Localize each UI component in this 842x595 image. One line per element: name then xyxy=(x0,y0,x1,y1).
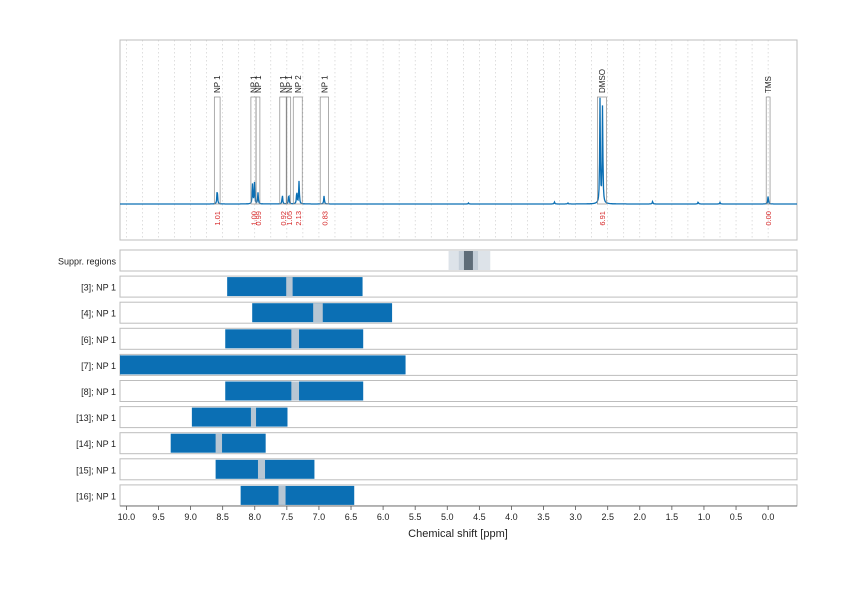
x-axis: 10.0 9.5 9.0 8.5 8.0 7.5 7.0 6.5 6.0 5.5 5.0 4.5 4.0… xyxy=(118,505,797,522)
x-tick-label: 9.0 xyxy=(184,512,197,522)
x-tick-label: 0.0 xyxy=(762,512,775,522)
peak-label: NP 1 xyxy=(279,75,288,93)
integral-label: 1.05 xyxy=(285,211,294,226)
peak-label: DMSO xyxy=(598,69,607,93)
series-label: [15]; NP 1 xyxy=(76,465,116,475)
integral-label: 0.99 xyxy=(254,211,263,226)
series-gap xyxy=(278,485,286,505)
integral-label: 0.00 xyxy=(764,211,773,226)
x-tick-label: 4.5 xyxy=(473,512,486,522)
x-tick-label: 7.0 xyxy=(313,512,326,522)
series-gap xyxy=(250,407,257,427)
spectrum-frame xyxy=(119,39,798,241)
peak-label: NP 1 xyxy=(249,75,258,93)
series-bar xyxy=(240,485,355,505)
x-tick-label: 0.5 xyxy=(730,512,743,522)
series-label: [7]; NP 1 xyxy=(81,361,116,371)
peak-label: NP 1 xyxy=(320,75,329,93)
integral-label: 6.91 xyxy=(598,211,607,226)
integral-label: 0.92 xyxy=(279,211,288,226)
peak-label: NP 1 xyxy=(213,75,222,93)
suppr-row-label: Suppr. regions xyxy=(58,257,117,267)
series-bar xyxy=(191,407,288,427)
x-tick-label: 8.0 xyxy=(249,512,262,522)
annotation-box xyxy=(255,96,261,205)
series-row-frame xyxy=(119,432,798,455)
x-tick-label: 1.0 xyxy=(698,512,711,522)
series-gap xyxy=(291,381,300,401)
x-tick-label: 2.0 xyxy=(634,512,647,522)
annotation-box xyxy=(597,96,607,205)
spectrum-panel: NP 1 1.01 NP 1 1.00 NP 1 0.99 NP 1 0.92 NP 1 1.05… xyxy=(119,39,798,241)
series-bar xyxy=(120,355,406,375)
x-tick-label: 1.5 xyxy=(666,512,679,522)
x-tick-label: 5.0 xyxy=(441,512,454,522)
series-row-frame xyxy=(119,406,798,429)
integral-label: 2.13 xyxy=(294,211,303,226)
annotation-box xyxy=(213,96,221,205)
vertical-grid xyxy=(126,40,769,240)
x-tick-label: 10.0 xyxy=(118,512,136,522)
peak-label: NP 1 xyxy=(254,75,263,93)
peak-label: NP 1 xyxy=(285,75,294,93)
annotation-box xyxy=(279,96,287,205)
series-gap xyxy=(257,459,266,479)
x-tick-label: 3.5 xyxy=(537,512,550,522)
x-tick-label: 8.5 xyxy=(216,512,229,522)
annotation-box xyxy=(292,96,303,205)
annotation-box xyxy=(765,96,771,205)
integral-label: 1.01 xyxy=(213,211,222,226)
series-label: [14]; NP 1 xyxy=(76,439,116,449)
peak-label: TMS xyxy=(764,76,773,93)
series-gap xyxy=(291,329,300,349)
series-row-frame xyxy=(119,380,798,402)
series-label: [13]; NP 1 xyxy=(76,413,116,423)
integral-label: 1.00 xyxy=(249,211,258,226)
series-row-frame xyxy=(119,301,798,324)
series-gap xyxy=(286,277,293,297)
series-label: [4]; NP 1 xyxy=(81,309,116,319)
series-bar xyxy=(227,277,363,297)
x-tick-label: 6.0 xyxy=(377,512,390,522)
region-rows: Suppr. regions [3]; NP 1 [4]; NP 1 [6]; NP … xyxy=(58,249,798,507)
series-row-frame xyxy=(119,484,798,507)
x-tick-label: 5.5 xyxy=(409,512,422,522)
series-label: [16]; NP 1 xyxy=(76,491,116,501)
x-tick-label: 4.0 xyxy=(505,512,518,522)
peak-label: NP 2 xyxy=(294,75,303,93)
annotation-box xyxy=(286,96,292,205)
series-gap xyxy=(313,303,323,323)
x-tick-label: 3.0 xyxy=(569,512,582,522)
integral-label: 0.83 xyxy=(320,211,329,226)
series-row-frame xyxy=(119,327,798,350)
spectrum-line xyxy=(120,97,797,205)
x-tick-label: 6.5 xyxy=(345,512,358,522)
series-gap xyxy=(215,433,223,453)
series-label: [3]; NP 1 xyxy=(81,283,116,293)
series-label: [8]; NP 1 xyxy=(81,387,116,397)
suppr-region xyxy=(463,251,473,270)
x-axis-label: Chemical shift [ppm] xyxy=(408,528,508,540)
series-label: [6]; NP 1 xyxy=(81,335,116,345)
x-tick-label: 2.5 xyxy=(601,512,614,522)
x-tick-label: 7.5 xyxy=(281,512,294,522)
annotation-box xyxy=(319,96,329,205)
series-row-frame xyxy=(119,275,798,298)
x-tick-label: 9.5 xyxy=(152,512,165,522)
